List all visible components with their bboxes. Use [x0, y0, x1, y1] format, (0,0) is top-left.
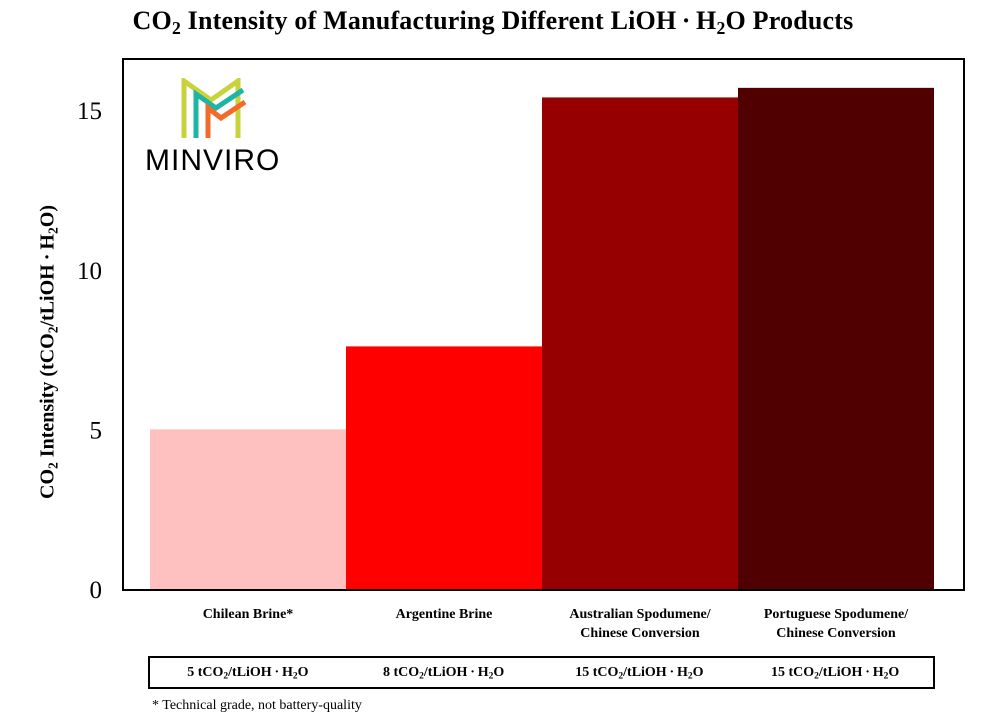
category-label: Argentine Brine — [395, 607, 493, 622]
category-label: Chilean Brine* — [202, 607, 294, 622]
plot-area — [122, 58, 965, 591]
y-tick-label: 10 — [77, 258, 102, 285]
category-label: Portuguese Spodumene/Chinese Conversion — [763, 607, 909, 641]
minviro-logo-mark — [181, 78, 247, 138]
summary-label: 15 tCO2/tLiOH · H2O — [575, 665, 704, 682]
logo-stroke — [193, 87, 245, 138]
y-tick-label: 15 — [77, 98, 102, 125]
summary-label: 15 tCO2/tLiOH · H2O — [770, 665, 900, 682]
summary-label: 5 tCO2/tLiOH · H2O — [187, 665, 309, 682]
minviro-logo-text: MINVIRO — [145, 144, 281, 177]
summary-label: 8 tCO2/tLiOH · H2O — [382, 665, 505, 682]
bar-3 — [542, 97, 738, 590]
y-tick-label: 5 — [90, 417, 103, 444]
chart-svg: 0 5 10 15 — [77, 87, 934, 600]
chart-title: CO2 Intensity of Manufacturing Different… — [132, 6, 854, 38]
footnote: * Technical grade, not battery-quality — [152, 698, 362, 713]
bar-2 — [346, 346, 542, 589]
logo-stroke — [205, 99, 247, 138]
minviro-logo: MINVIRO — [145, 78, 295, 188]
logo-stroke — [181, 78, 241, 138]
bar-1 — [150, 429, 346, 589]
bar-4 — [738, 87, 934, 589]
y-tick-label: 0 — [90, 577, 103, 600]
category-label: Australian Spodumene/Chinese Conversion — [569, 607, 711, 641]
summary-box: 5 tCO2/tLiOH · H2O 8 tCO2/tLiOH · H2O 15 t… — [148, 656, 935, 689]
